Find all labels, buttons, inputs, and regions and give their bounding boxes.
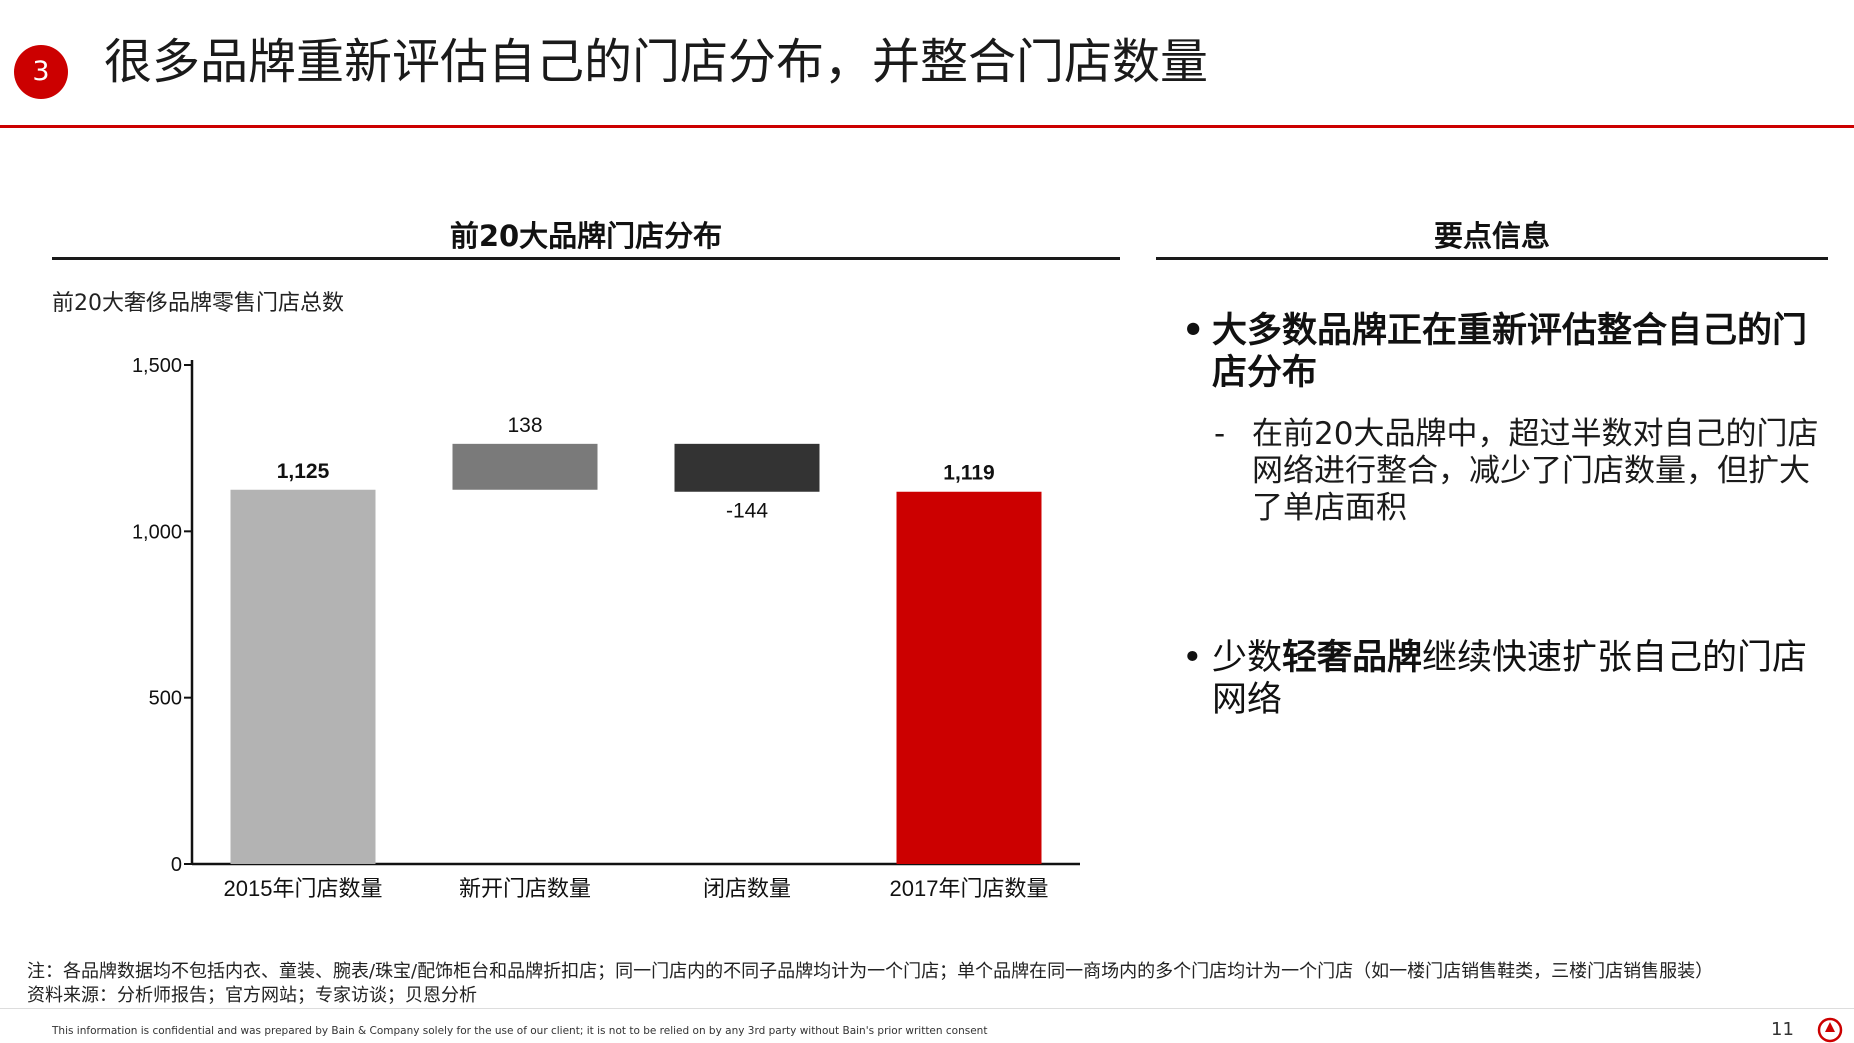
- right-section-divider: [1156, 257, 1828, 260]
- key-point-1-text: 大多数品牌正在重新评估整合自己的门店分布: [1212, 311, 1808, 393]
- key-point-1-detail: - 在前20大品牌中，超过半数对自己的门店网络进行整合，减少了门店数量，但扩大了…: [1180, 416, 1820, 527]
- footnote: 注：各品牌数据均不包括内衣、童装、腕表/珠宝/配饰柜台和品牌折扣店；同一门店内的…: [27, 961, 1714, 982]
- bullet-dot: •: [1182, 311, 1205, 351]
- y-tick-label: 1,500: [132, 355, 182, 377]
- data-label-2: 138: [507, 414, 542, 437]
- slide-number-badge: 3: [14, 45, 68, 99]
- dash-marker: -: [1214, 416, 1226, 452]
- data-label-3: -144: [726, 500, 768, 523]
- key-point-2-post: 继续快速扩张自己的门店网络: [1212, 638, 1808, 720]
- bullet-dot: •: [1182, 638, 1203, 678]
- bar-2: [452, 443, 598, 490]
- bar-3: [674, 443, 820, 492]
- source-note: 资料来源：分析师报告；官方网站；专家访谈；贝恩分析: [27, 985, 477, 1006]
- key-point-2: • 少数轻奢品牌继续快速扩张自己的门店网络: [1180, 637, 1820, 721]
- y-tick-label: 500: [149, 688, 182, 710]
- x-category-label: 新开门店数量: [459, 876, 591, 901]
- left-section-title: 前20大品牌门店分布: [449, 219, 723, 253]
- key-point-2-emphasis: 轻奢品牌: [1282, 638, 1423, 678]
- key-point-2-pre: 少数: [1212, 638, 1283, 678]
- waterfall-chart: 0 500 1,000 1,500 1,125 2015年门店数量 138 新开门店数量 -14…: [132, 355, 1080, 901]
- bain-logo-icon: [1817, 1017, 1843, 1043]
- key-points: • 大多数品牌正在重新评估整合自己的门店分布 - 在前20大品牌中，超过半数对自…: [1180, 310, 1820, 721]
- key-point-1-detail-text: 在前20大品牌中，超过半数对自己的门店网络进行整合，减少了门店数量，但扩大了单店…: [1252, 416, 1819, 526]
- data-label-4: 1,119: [943, 462, 994, 485]
- footer-divider: [0, 1008, 1854, 1009]
- key-point-1: • 大多数品牌正在重新评估整合自己的门店分布: [1180, 310, 1820, 394]
- data-label-1: 1,125: [277, 460, 330, 483]
- right-section-title: 要点信息: [1433, 219, 1550, 253]
- title-divider: [0, 125, 1854, 128]
- slide-title: 很多品牌重新评估自己的门店分布，并整合门店数量: [104, 34, 1209, 90]
- y-tick-label: 0: [171, 854, 182, 876]
- left-section-divider: [52, 257, 1120, 260]
- bar-1: [230, 489, 376, 864]
- bar-4: [896, 491, 1042, 864]
- x-category-label: 2015年门店数量: [224, 876, 383, 901]
- y-tick-label: 1,000: [132, 521, 182, 543]
- confidentiality-disclaimer: This information is confidential and was…: [52, 1025, 988, 1037]
- x-category-label: 闭店数量: [703, 876, 791, 901]
- x-category-label: 2017年门店数量: [890, 876, 1049, 901]
- chart-subtitle: 前20大奢侈品牌零售门店总数: [52, 291, 344, 316]
- page-number: 11: [1771, 1019, 1794, 1040]
